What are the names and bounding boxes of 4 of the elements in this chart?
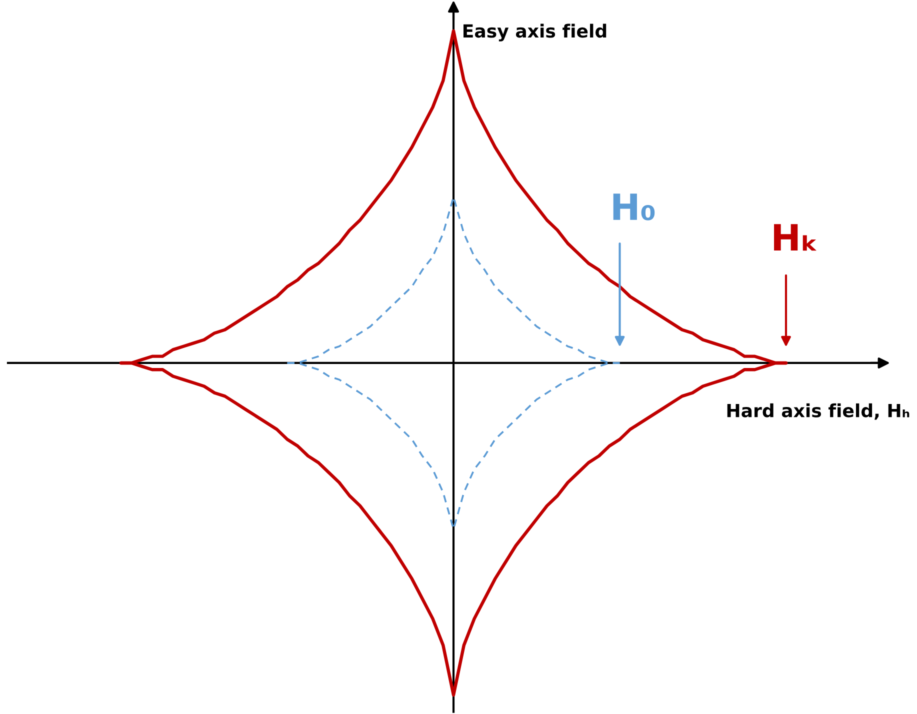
annotation: Hₖ <box>774 224 817 251</box>
y-axis-title: Easy axis field <box>464 24 606 42</box>
x-axis-title: Hard axis field, Hₕ <box>727 403 910 420</box>
annotation: H₀ <box>613 194 655 220</box>
